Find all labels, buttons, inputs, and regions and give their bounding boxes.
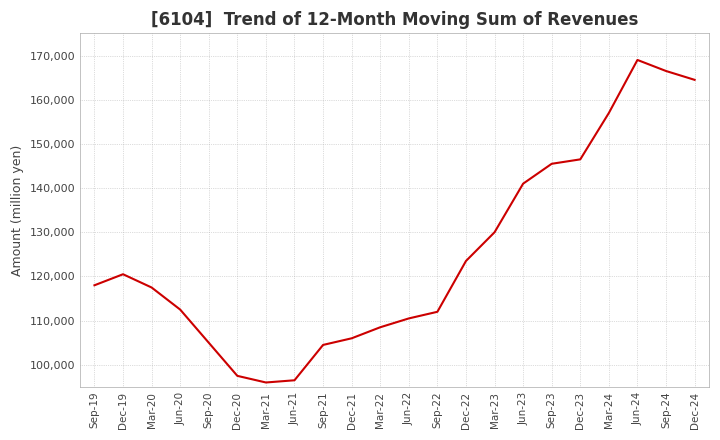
Title: [6104]  Trend of 12-Month Moving Sum of Revenues: [6104] Trend of 12-Month Moving Sum of R… [150,11,638,29]
Y-axis label: Amount (million yen): Amount (million yen) [11,145,24,276]
